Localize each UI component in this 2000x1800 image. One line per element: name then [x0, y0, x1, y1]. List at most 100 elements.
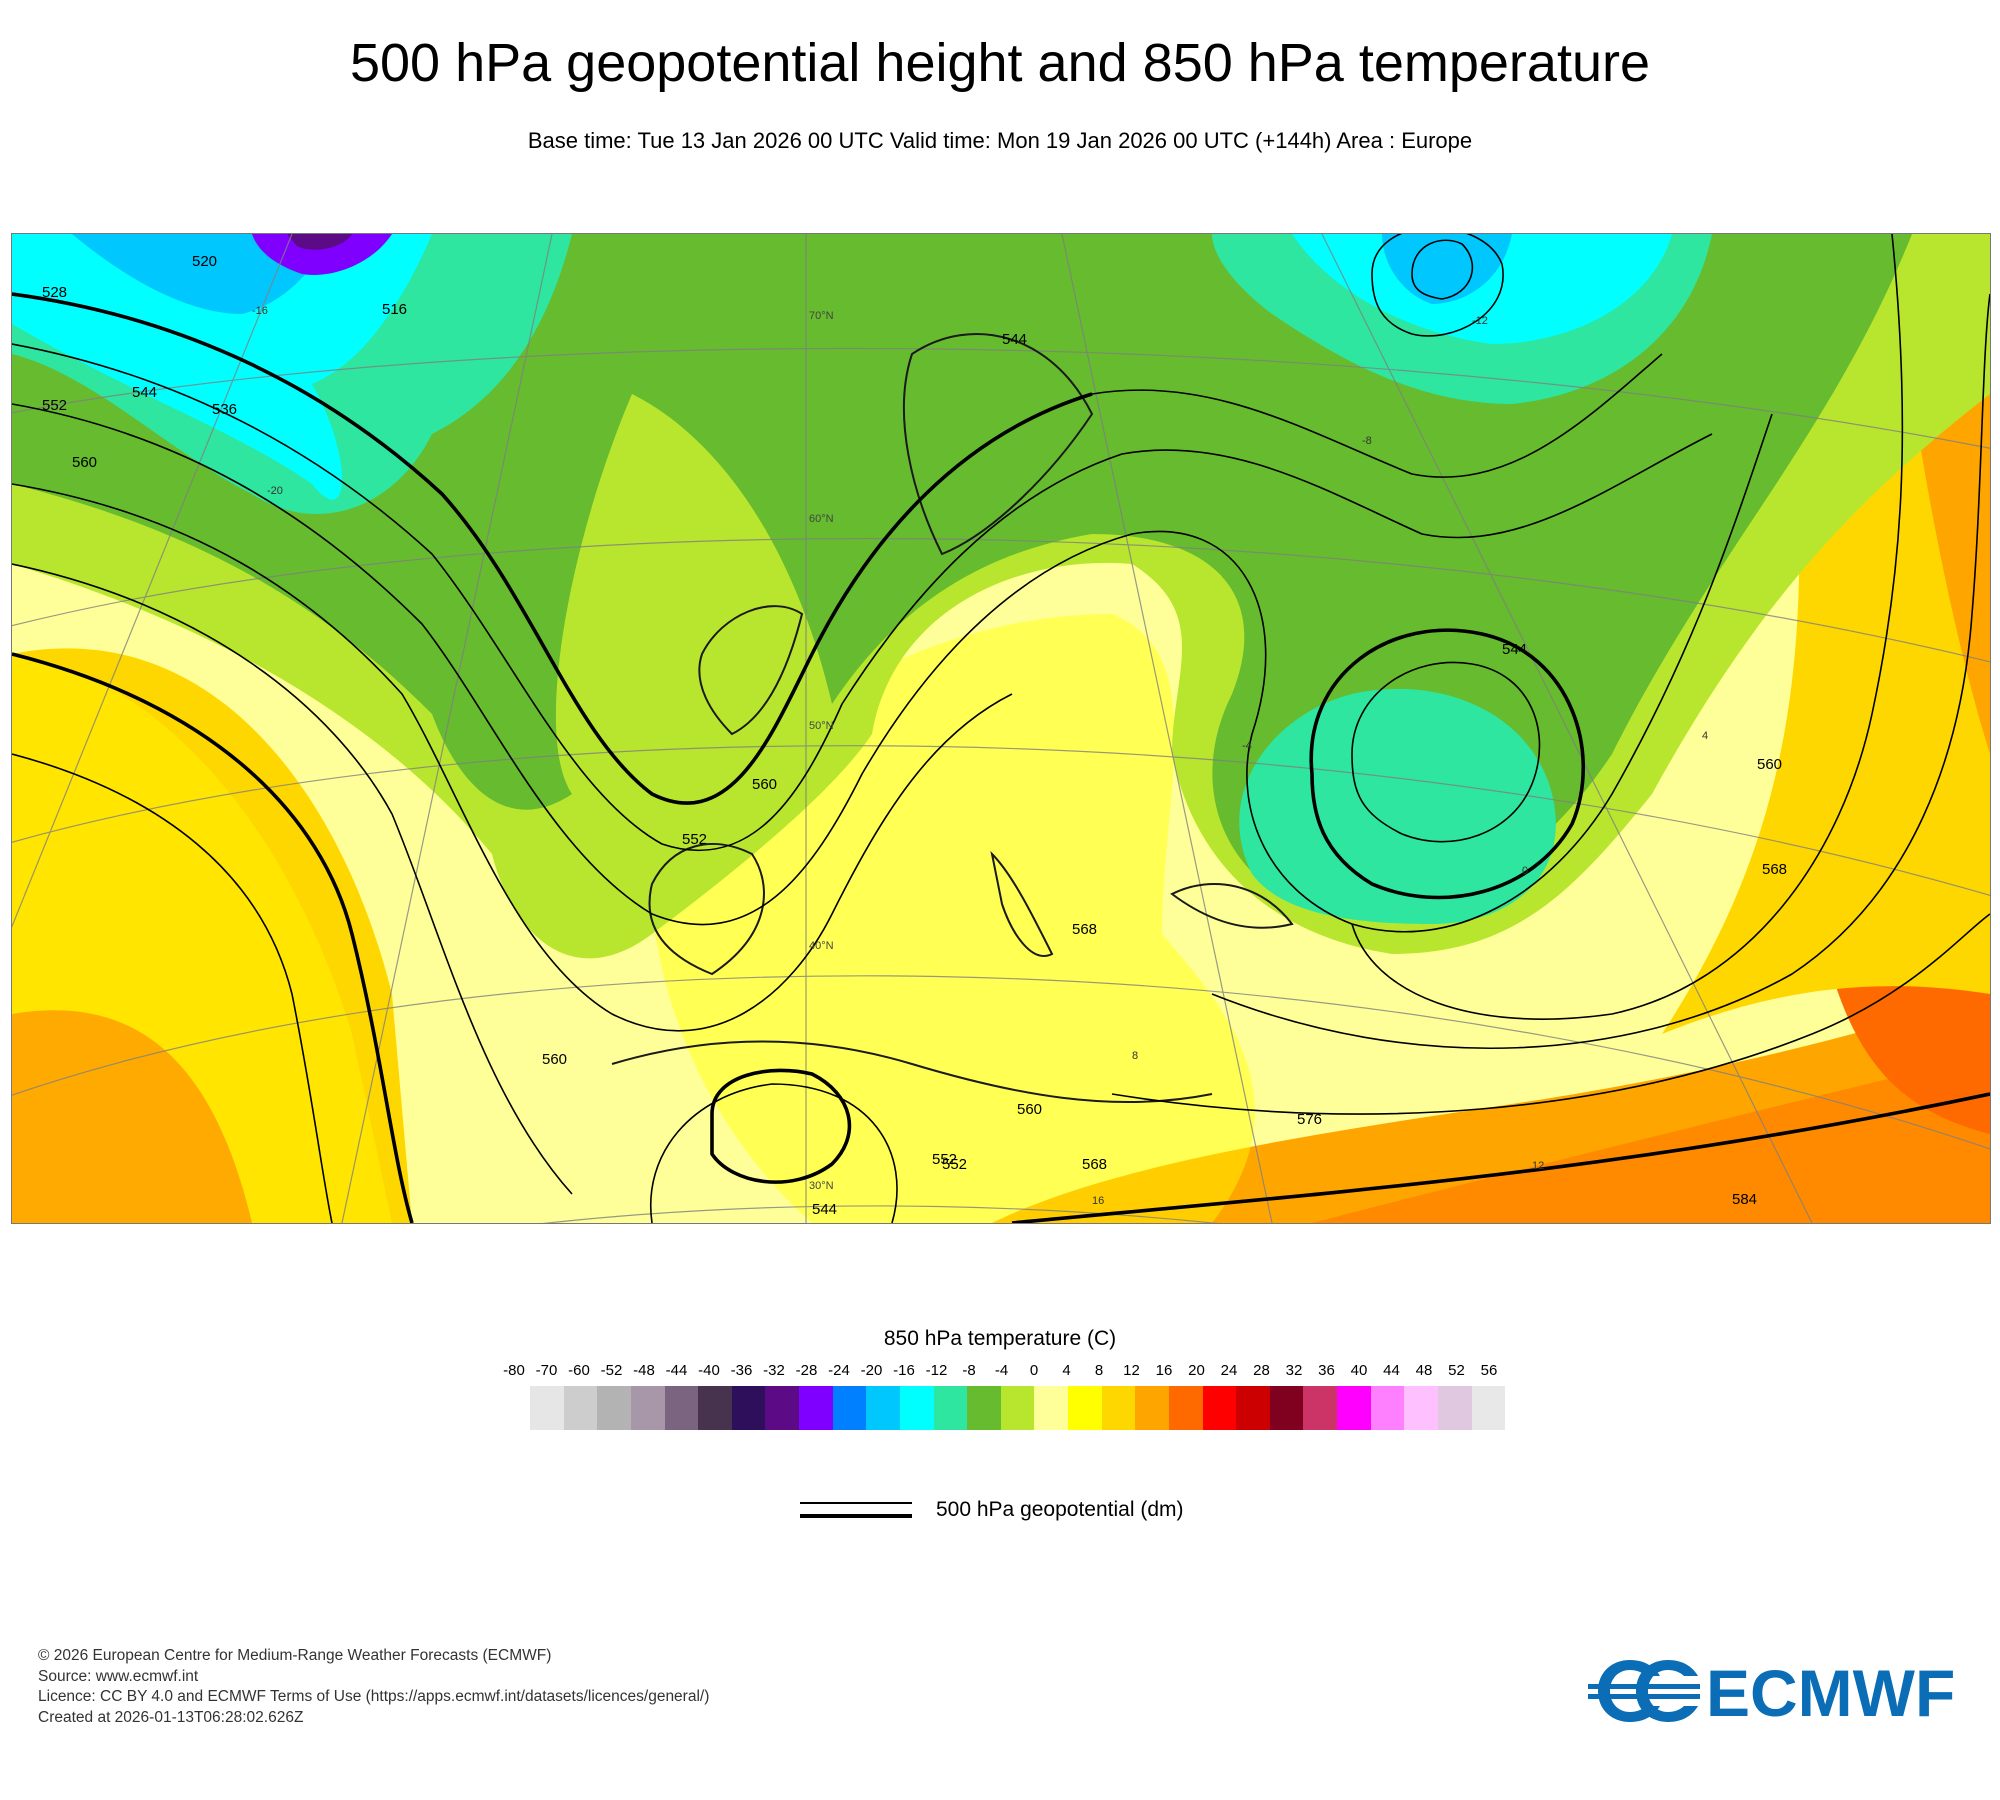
lat-label: 70°N — [809, 310, 834, 322]
legend-tick-label: 32 — [1285, 1362, 1303, 1379]
legend-tick-label: 12 — [1123, 1362, 1140, 1379]
legend-tick-label: -12 — [925, 1362, 948, 1379]
legend-color-swatch — [563, 1386, 598, 1430]
legend-tick-label: -24 — [828, 1362, 850, 1379]
legend-tick-label: -52 — [600, 1362, 623, 1379]
legend-color-swatch — [530, 1386, 564, 1430]
contour-label: 544 — [1502, 641, 1527, 658]
legend-tick-label: 52 — [1448, 1362, 1465, 1379]
legend-tick-label: -36 — [730, 1362, 753, 1379]
licence-line: Licence: CC BY 4.0 and ECMWF Terms of Us… — [38, 1688, 710, 1705]
temp-label: -8 — [1362, 435, 1372, 447]
contour-label: 560 — [72, 454, 97, 471]
legend-tick-label: 56 — [1480, 1362, 1498, 1379]
europe-map[interactable]: 528 520 516 536 544 552 560 552 560 544 … — [11, 233, 1991, 1224]
legend-color-swatch — [1101, 1386, 1136, 1430]
contour-label: 544 — [132, 384, 157, 401]
legend-color-swatch — [832, 1386, 867, 1430]
legend-tick-label: -48 — [633, 1362, 655, 1379]
geopotential-line-thin — [800, 1502, 912, 1504]
legend-color-swatch — [1135, 1386, 1169, 1430]
legend-tick-label: -80 — [503, 1362, 525, 1379]
contour-label: 552 — [682, 831, 707, 848]
scandinavia-coast — [902, 333, 1094, 556]
legend-tick-label: -60 — [568, 1362, 590, 1379]
contour-label: 560 — [1757, 756, 1782, 773]
legend-tick-label: 36 — [1318, 1362, 1335, 1379]
legend-tick-label: -40 — [698, 1362, 720, 1379]
temp-label: 4 — [1702, 730, 1708, 742]
contour-label: 516 — [382, 301, 407, 318]
contour-label: 560 — [542, 1051, 567, 1068]
iberia-coast — [648, 843, 765, 976]
ecmwf-logo-text: ECMWF — [1706, 1656, 1955, 1728]
contour-label: 552 — [932, 1151, 957, 1168]
geopotential-legend-label: 500 hPa geopotential (dm) — [936, 1498, 1184, 1521]
legend-color-swatch — [1269, 1386, 1304, 1430]
lat-label: 40°N — [809, 940, 834, 952]
north-africa-coast — [611, 1040, 1213, 1104]
legend-tick-label: 28 — [1253, 1362, 1270, 1379]
legend-tick-label: -28 — [795, 1362, 818, 1379]
contour-label: 560 — [752, 776, 777, 793]
legend-tick-label: 0 — [1029, 1362, 1039, 1379]
legend-color-swatch — [1303, 1386, 1337, 1430]
legend-color-swatch — [1337, 1386, 1371, 1430]
temperature-labels: -20 -16 -12 -8 -4 0 4 8 12 16 — [252, 305, 1708, 1207]
temp-label: -16 — [252, 305, 268, 317]
legend-color-swatch — [1370, 1386, 1405, 1430]
black-sea-coast — [1170, 883, 1294, 929]
geopotential-contours-bold — [12, 292, 1990, 1223]
temp-field-minus16-nw — [12, 234, 432, 500]
legend-color-swatch — [1068, 1386, 1102, 1430]
temp-label: -20 — [267, 485, 283, 497]
legend-tick-label: -8 — [962, 1362, 976, 1379]
uk-coast — [698, 605, 804, 736]
contour-label: 544 — [812, 1201, 837, 1218]
copyright-line: © 2026 European Centre for Medium-Range … — [38, 1647, 552, 1664]
legend-tick-label: 20 — [1188, 1362, 1205, 1379]
legend-tick-label: -70 — [535, 1362, 558, 1379]
temp-label: 16 — [1092, 1195, 1104, 1207]
legend-tick-label: 8 — [1094, 1362, 1104, 1379]
temperature-legend-bar — [530, 1386, 1506, 1430]
geopotential-line-bold — [800, 1514, 912, 1518]
temp-field-minus32-nw — [287, 234, 352, 250]
legend-color-swatch — [933, 1386, 968, 1430]
legend-color-swatch — [1404, 1386, 1438, 1430]
legend-color-swatch — [1236, 1386, 1270, 1430]
temp-field-yellow-sw — [12, 654, 392, 1223]
ecmwf-logo-mark-icon — [1588, 1660, 1700, 1722]
contour-label: 536 — [212, 401, 237, 418]
legend-tick-label: -4 — [994, 1362, 1009, 1379]
graticule — [12, 234, 1990, 1223]
temp-label: 0 — [1522, 865, 1528, 877]
legend-color-swatch — [1168, 1386, 1203, 1430]
legend-tick-label: 40 — [1350, 1362, 1368, 1379]
legend-tick-label: 4 — [1062, 1362, 1071, 1379]
contour-label: 552 — [942, 1156, 967, 1173]
source-line: Source: www.ecmwf.int — [38, 1667, 199, 1685]
legend-tick-label: -32 — [763, 1362, 785, 1379]
ecmwf-logo[interactable]: ECMWF — [1588, 1654, 1968, 1730]
contour-label: 568 — [1072, 921, 1097, 938]
legend-color-swatch — [597, 1386, 631, 1430]
legend-color-swatch — [899, 1386, 934, 1430]
legend-color-swatch — [967, 1386, 1001, 1430]
legend-color-swatch — [731, 1386, 766, 1430]
legend-color-swatch — [1202, 1386, 1237, 1430]
temp-field-12 — [12, 1010, 252, 1223]
contour-label: 584 — [1732, 1191, 1757, 1208]
coastlines — [611, 333, 1294, 1104]
lat-label: 60°N — [809, 513, 834, 525]
lat-label: 50°N — [809, 720, 834, 732]
legend-color-swatch — [866, 1386, 900, 1430]
legend-color-swatch — [765, 1386, 799, 1430]
legend-tick-label: -16 — [893, 1362, 915, 1379]
temperature-legend-title: 850 hPa temperature (C) — [883, 1327, 1117, 1350]
legend-tick-label: 48 — [1415, 1362, 1433, 1379]
contour-label: 520 — [192, 253, 217, 270]
legend-color-swatch — [698, 1386, 732, 1430]
temp-field-minus12-east — [1239, 688, 1556, 924]
temp-label: 12 — [1532, 1160, 1544, 1172]
